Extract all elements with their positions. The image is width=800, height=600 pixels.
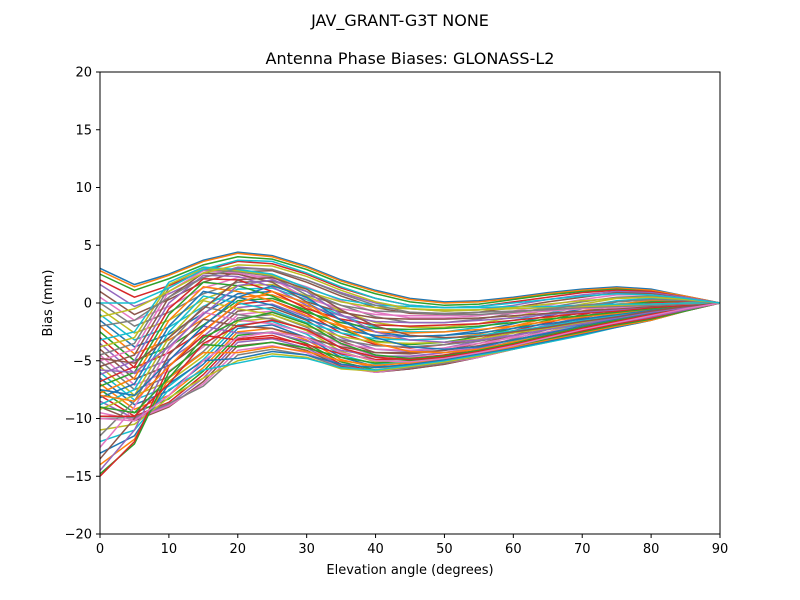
y-tick-label: −15: [65, 470, 92, 485]
y-axis: −20 −15 −10 −5 0 5 10 15 20: [65, 66, 100, 543]
series-line-53: [99, 302, 721, 414]
y-tick-label: 20: [75, 66, 92, 81]
series-line-57: [99, 302, 721, 422]
x-tick-label: 60: [505, 542, 522, 557]
x-tick-label: 80: [643, 542, 660, 557]
x-tick-label: 0: [96, 542, 104, 557]
series-line-1: [99, 251, 721, 304]
figure-suptitle: JAV_GRANT-G3T NONE: [310, 11, 489, 31]
series-line-44: [99, 277, 721, 383]
series-line-42: [99, 286, 721, 394]
series-line-32: [99, 302, 721, 466]
series-line-59: [99, 264, 721, 318]
series-line-43: [99, 281, 721, 387]
x-axis: 0 10 20 30 40 50 60 70 80 90: [96, 534, 728, 557]
x-tick-label: 20: [230, 542, 247, 557]
y-tick-label: 0: [84, 297, 92, 312]
series-line-47: [99, 269, 721, 362]
x-tick-label: 90: [712, 542, 729, 557]
series-line-51: [99, 284, 721, 397]
x-tick-label: 70: [574, 542, 591, 557]
chart-title: Antenna Phase Biases: GLONASS-L2: [266, 49, 555, 68]
y-tick-label: −20: [65, 528, 92, 543]
x-tick-label: 40: [367, 542, 384, 557]
series-line-41: [99, 290, 721, 399]
series-line-56: [99, 276, 721, 364]
series-line-50: [99, 266, 720, 341]
x-tick-label: 30: [298, 542, 315, 557]
series-line-54: [100, 302, 721, 417]
series-line-2: [99, 252, 721, 304]
y-tick-label: 10: [75, 181, 92, 196]
y-tick-label: 5: [84, 239, 92, 254]
series-line-45: [99, 274, 721, 376]
y-tick-label: −5: [73, 354, 92, 369]
series-line-55: [99, 279, 721, 374]
y-axis-label: Bias (mm): [41, 270, 56, 337]
y-tick-label: −10: [65, 412, 92, 427]
series-line-60: [100, 259, 721, 309]
x-tick-label: 10: [161, 542, 178, 557]
series-line-7: [99, 275, 721, 322]
y-tick-label: 15: [75, 123, 92, 138]
x-axis-label: Elevation angle (degrees): [326, 563, 493, 578]
x-tick-label: 50: [436, 542, 453, 557]
series-layer: [99, 251, 721, 477]
series-line-58: [99, 267, 721, 327]
series-line-3: [99, 256, 721, 307]
